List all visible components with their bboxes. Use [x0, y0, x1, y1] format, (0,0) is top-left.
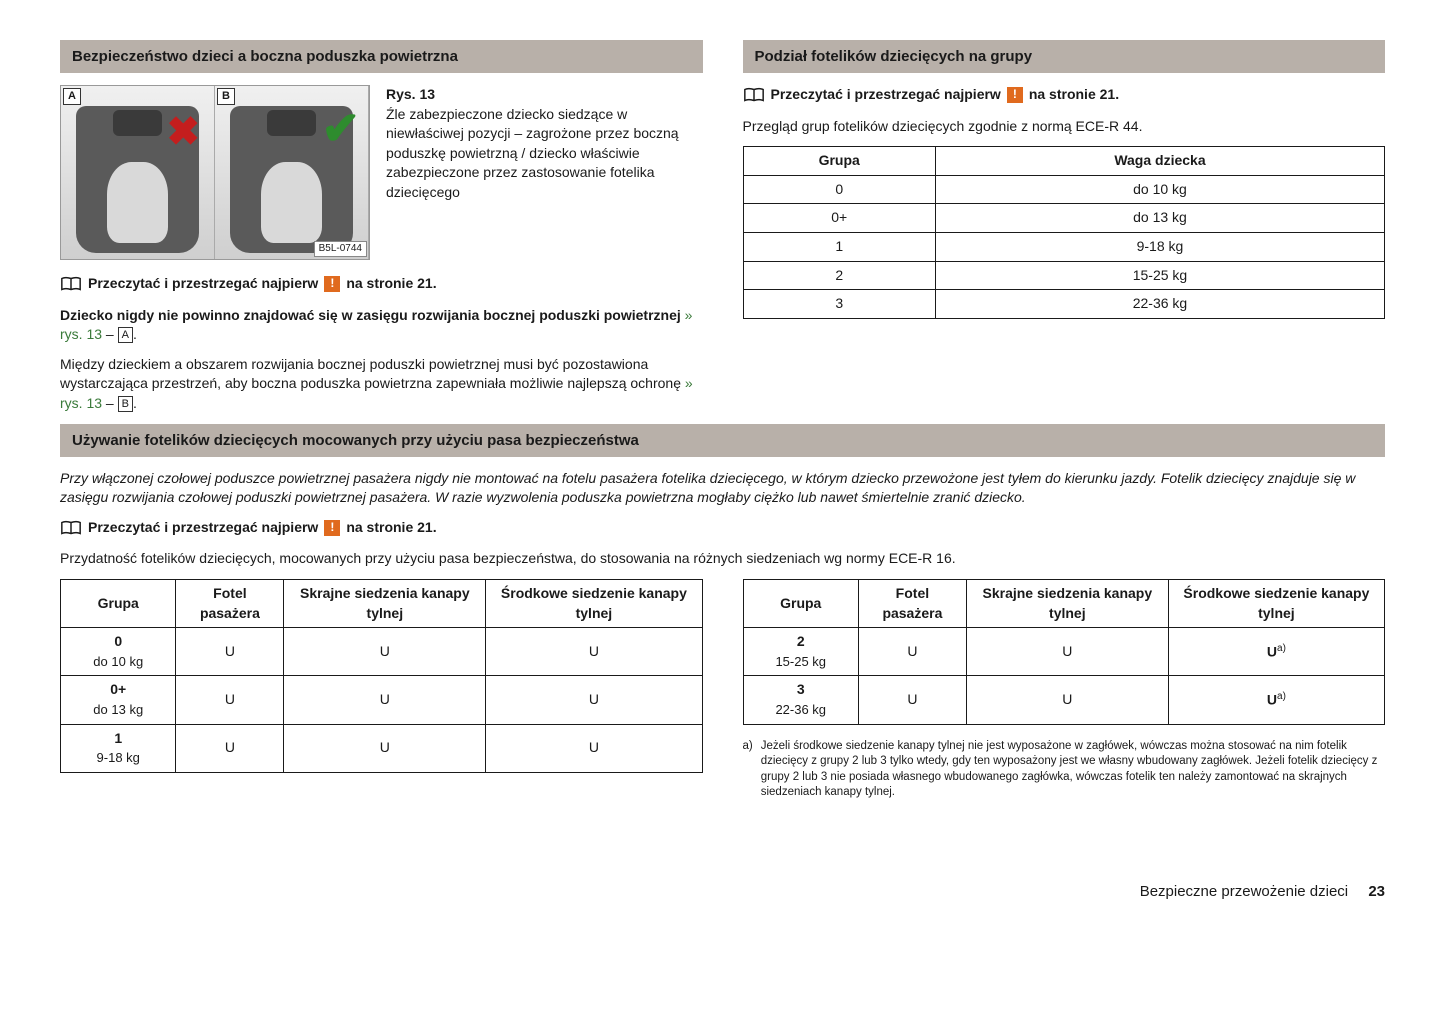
book-icon	[743, 87, 765, 103]
book-icon	[60, 520, 82, 536]
read-first-line: Przeczytać i przestrzegać najpierw ! na …	[60, 274, 703, 294]
table-row: 0+do 13 kg U U U	[61, 676, 703, 724]
right-column: Podział fotelików dziecięcych na grupy P…	[743, 40, 1386, 424]
table-row: 19-18 kg U U U	[61, 724, 703, 772]
figure-caption: Rys. 13 Źle zabezpieczone dziecko siedzą…	[386, 85, 703, 260]
footnote-mark: a)	[743, 739, 753, 801]
fig-label-b: B	[217, 88, 235, 105]
th-outer-rear: Skrajne siedzenia kanapy tylnej	[966, 579, 1168, 627]
table-row: 0do 10 kg	[743, 175, 1385, 204]
warning-icon: !	[324, 520, 340, 536]
read-prefix: Przeczytać i przestrzegać najpierw	[88, 274, 318, 294]
para-2-text: Między dzieckiem a obszarem rozwijania b…	[60, 356, 681, 392]
book-icon	[60, 276, 82, 292]
read-suffix: na stronie 21.	[346, 518, 436, 538]
fig-label-a: A	[63, 88, 81, 105]
groups-table: Grupa Waga dziecka 0do 10 kg 0+do 13 kg …	[743, 146, 1386, 319]
table-row: 0+do 13 kg	[743, 204, 1385, 233]
th-group: Grupa	[61, 579, 176, 627]
para-2: Między dzieckiem a obszarem rozwijania b…	[60, 355, 703, 414]
suitability-table-left: Grupa Fotel pasażera Skrajne siedzenia k…	[60, 579, 703, 773]
page-footer: Bezpieczne przewożenie dzieci 23	[60, 881, 1385, 902]
warning-icon: !	[1007, 87, 1023, 103]
table-row: 0do 10 kg U U U	[61, 628, 703, 676]
figure-code: B5L-0744	[314, 241, 367, 257]
table-row: 322-36 kg U U Ua)	[743, 676, 1385, 724]
table-row: 322-36 kg	[743, 290, 1385, 319]
read-prefix: Przeczytać i przestrzegać najpierw	[771, 85, 1001, 105]
figure-title: Rys. 13	[386, 86, 435, 102]
section-header-groups: Podział fotelików dziecięcych na grupy	[743, 40, 1386, 73]
read-first-line-right: Przeczytać i przestrzegać najpierw ! na …	[743, 85, 1386, 105]
box-letter-b: B	[118, 396, 133, 412]
footnote-text: Jeżeli środkowe siedzenie kanapy tylnej …	[761, 739, 1385, 801]
th-outer-rear: Skrajne siedzenia kanapy tylnej	[284, 579, 486, 627]
wrong-mark-icon: ✖	[166, 104, 200, 160]
para-1: Dziecko nigdy nie powinno znajdować się …	[60, 306, 703, 345]
table-header-group: Grupa	[743, 147, 935, 176]
table-row: 19-18 kg	[743, 232, 1385, 261]
italic-warning: Przy włączonej czołowej poduszce powietr…	[60, 469, 1385, 508]
left-column: Bezpieczeństwo dzieci a boczna poduszka …	[60, 40, 703, 424]
box-letter-a: A	[118, 327, 133, 343]
footnote: a) Jeżeli środkowe siedzenie kanapy tyln…	[743, 739, 1386, 801]
th-passenger: Fotel pasażera	[858, 579, 966, 627]
th-center-rear: Środkowe siedzenie kanapy tylnej	[1168, 579, 1384, 627]
read-suffix: na stronie 21.	[1029, 85, 1119, 105]
footer-title: Bezpieczne przewożenie dzieci	[1140, 883, 1348, 900]
read-prefix: Przeczytać i przestrzegać najpierw	[88, 518, 318, 538]
table-header-weight: Waga dziecka	[935, 147, 1384, 176]
th-center-rear: Środkowe siedzenie kanapy tylnej	[486, 579, 702, 627]
th-passenger: Fotel pasażera	[176, 579, 284, 627]
page-number: 23	[1368, 883, 1385, 900]
suitability-intro: Przydatność fotelików dziecięcych, mocow…	[60, 549, 1385, 569]
table-row: 215-25 kg	[743, 261, 1385, 290]
read-suffix: na stronie 21.	[346, 274, 436, 294]
section-header-belt: Używanie fotelików dziecięcych mocowanyc…	[60, 424, 1385, 457]
read-first-line-full: Przeczytać i przestrzegać najpierw ! na …	[60, 518, 1385, 538]
para-1-bold: Dziecko nigdy nie powinno znajdować się …	[60, 307, 681, 323]
table-row: 215-25 kg U U Ua)	[743, 628, 1385, 676]
correct-mark-icon: ✔	[321, 96, 360, 160]
section-header-safety: Bezpieczeństwo dzieci a boczna poduszka …	[60, 40, 703, 73]
warning-icon: !	[324, 276, 340, 292]
th-group: Grupa	[743, 579, 858, 627]
groups-intro: Przegląd grup fotelików dziecięcych zgod…	[743, 117, 1386, 137]
suitability-table-right: Grupa Fotel pasażera Skrajne siedzenia k…	[743, 579, 1386, 725]
figure-13-row: A ✖ B ✔ B5L-0744 Rys. 13 Źle zabezpieczo…	[60, 85, 703, 260]
figure-caption-text: Źle zabezpieczone dziecko siedzące w nie…	[386, 106, 679, 200]
figure-13-image: A ✖ B ✔ B5L-0744	[60, 85, 370, 260]
